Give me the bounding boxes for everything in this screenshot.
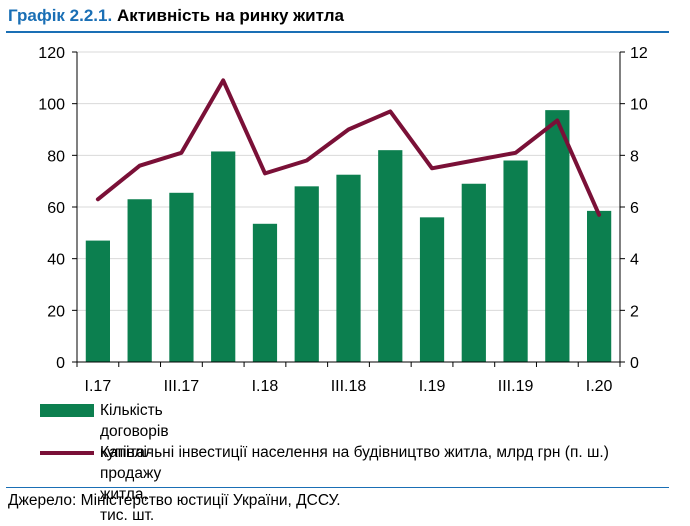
bar <box>85 240 110 362</box>
right-tick-label: 8 <box>630 148 639 165</box>
left-tick-label: 80 <box>47 148 65 165</box>
x-tick-label: I.18 <box>252 378 279 395</box>
bar <box>587 210 612 362</box>
x-tick-label: I.19 <box>419 378 446 395</box>
bar <box>169 192 194 362</box>
line-series <box>95 78 602 217</box>
left-tick-label: 0 <box>56 355 65 372</box>
chart-title-text: Активність на ринку житла <box>116 6 344 25</box>
source-divider <box>6 487 669 488</box>
right-tick-label: 12 <box>630 45 648 62</box>
chart-canvas: 0 20 40 60 80 100 120 0 2 4 6 8 10 12 I.17 III.17 I.18… <box>38 45 648 395</box>
bar <box>127 199 152 362</box>
x-tick-label: I.17 <box>85 378 112 395</box>
x-tick-label: I.20 <box>586 378 613 395</box>
right-axis-ticks: 0 2 4 6 8 10 12 <box>630 45 648 372</box>
bar <box>252 223 278 362</box>
x-tick-label: III.17 <box>164 378 200 395</box>
left-tick-label: 100 <box>38 97 65 114</box>
legend-swatch-bar <box>40 404 94 417</box>
legend-item-investments: Капітальні інвестиції населення на будів… <box>40 442 675 463</box>
legend-label-deals: Кількість договорів купівлі-продажу житл… <box>100 402 169 524</box>
x-tick-label: III.19 <box>498 378 534 395</box>
x-axis-ticks: I.17 III.17 I.18 III.18 I.19 III.19 I.20 <box>85 378 613 395</box>
right-tick-label: 4 <box>630 252 639 269</box>
bar <box>419 217 445 362</box>
investment-line <box>95 78 602 217</box>
right-tick-label: 10 <box>630 97 648 114</box>
bar <box>294 186 319 362</box>
title-divider <box>6 31 669 33</box>
bar <box>211 151 236 362</box>
left-tick-label: 60 <box>47 200 65 217</box>
bar-series <box>85 110 612 362</box>
left-axis-ticks: 0 20 40 60 80 100 120 <box>38 45 65 372</box>
source-note: Джерело: Міністерство юстиції України, Д… <box>8 492 341 509</box>
chart-title: Графік 2.2.1. Активність на ринку житла <box>8 6 344 26</box>
bar <box>545 110 570 362</box>
left-tick-label: 120 <box>38 45 65 62</box>
bar <box>503 160 528 362</box>
legend-swatch-line <box>40 451 94 455</box>
left-tick-label: 40 <box>47 252 65 269</box>
axes <box>72 51 625 367</box>
bar <box>461 183 486 362</box>
left-tick-label: 20 <box>47 303 65 320</box>
right-tick-label: 6 <box>630 200 639 217</box>
bar <box>336 174 361 362</box>
x-tick-label: III.18 <box>331 378 367 395</box>
right-tick-label: 2 <box>630 303 639 320</box>
chart-title-prefix: Графік 2.2.1. <box>8 6 113 25</box>
bar <box>378 150 403 362</box>
legend-item-deals: Кількість договорів купівлі-продажу житл… <box>40 400 169 526</box>
legend-label-investments: Капітальні інвестиції населення на будів… <box>100 444 609 461</box>
right-tick-label: 0 <box>630 355 639 372</box>
